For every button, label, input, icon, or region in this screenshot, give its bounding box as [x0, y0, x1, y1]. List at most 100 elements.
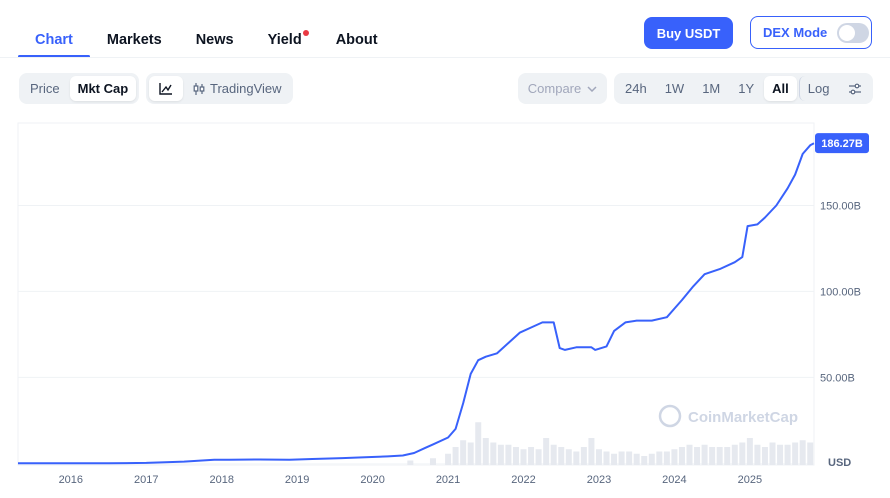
tab-label: Chart: [35, 32, 73, 48]
x-tick-label: 2019: [285, 474, 309, 486]
volume-bar: [490, 442, 497, 465]
volume-bar: [573, 451, 580, 465]
volume-bar: [505, 444, 512, 465]
volume-bar: [671, 449, 678, 465]
range-1w-button[interactable]: 1W: [664, 81, 685, 96]
metric-mkt-cap-button[interactable]: Mkt Cap: [69, 76, 137, 101]
volume-bar: [497, 444, 504, 465]
tab-about[interactable]: About: [319, 32, 395, 58]
volume-bar: [618, 451, 625, 465]
volume-bar: [611, 453, 618, 465]
watermark-text: CoinMarketCap: [688, 409, 798, 426]
chart-settings-button[interactable]: [840, 76, 870, 101]
volume-bar: [716, 447, 723, 465]
volume-bar: [603, 451, 610, 465]
volume-bar: [784, 444, 791, 465]
range-24h-button[interactable]: 24h: [625, 81, 647, 96]
coinmarketcap-logo-icon: [658, 404, 682, 428]
line-chart-icon: [159, 82, 172, 95]
line-chart-button[interactable]: [149, 76, 183, 101]
range-1y-button[interactable]: 1Y: [738, 81, 755, 96]
chart-svg[interactable]: 50.00B 100.00B 150.00B 2016 2017 2018 2019 2020…: [0, 120, 890, 498]
range-all-button[interactable]: All: [764, 76, 797, 101]
volume-bar: [769, 442, 776, 465]
volume-bar: [686, 444, 693, 465]
tradingview-button[interactable]: TradingView: [185, 76, 290, 101]
x-tick-label: 2017: [134, 474, 158, 486]
volume-bar: [656, 451, 663, 465]
tab-label: Markets: [106, 32, 162, 48]
range-1m-button[interactable]: 1M: [702, 81, 721, 96]
x-tick-label: 2018: [209, 474, 233, 486]
volume-bar: [709, 447, 716, 465]
x-tick-label: 2020: [360, 474, 384, 486]
tab-label: Yield: [267, 32, 302, 48]
sliders-icon: [848, 83, 861, 94]
volume-bar: [633, 453, 640, 465]
volume-bar: [475, 422, 482, 465]
log-scale-button[interactable]: Log: [798, 76, 838, 101]
x-tick-label: 2022: [511, 474, 535, 486]
volume-bar: [799, 440, 806, 465]
metric-selector: Price Mkt Cap: [19, 73, 140, 104]
volume-bar: [746, 438, 753, 465]
volume-bar: [550, 444, 557, 465]
tab-chart[interactable]: Chart: [18, 32, 90, 58]
volume-bar: [588, 438, 595, 465]
volume-bar: [429, 458, 436, 465]
metric-price-button[interactable]: Price: [30, 81, 60, 96]
volume-bar: [528, 447, 535, 465]
dex-mode-label: DEX Mode: [763, 25, 828, 40]
time-range-selector: 24h 1W 1M 1Y All Log: [614, 73, 873, 104]
volume-bar: [626, 451, 633, 465]
volume-bar: [694, 447, 701, 465]
buy-usdt-button[interactable]: Buy USDT: [644, 17, 733, 49]
x-tick-label: 2016: [59, 474, 83, 486]
tab-yield[interactable]: Yield: [251, 30, 319, 58]
tab-label: News: [195, 32, 234, 48]
volume-bar: [595, 449, 602, 465]
volume-bar: [663, 451, 670, 465]
y-tick-label: 50.00B: [820, 372, 855, 384]
volume-bar: [648, 453, 655, 465]
x-tick-label: 2024: [662, 474, 686, 486]
x-tick-label: 2021: [436, 474, 460, 486]
notification-dot: [302, 30, 309, 36]
plot-frame: [17, 122, 815, 466]
volume-bar: [641, 456, 648, 465]
volume-bar: [452, 447, 459, 465]
compare-label: Compare: [527, 81, 582, 96]
watermark: CoinMarketCap: [658, 404, 798, 428]
x-tick-label: 2023: [587, 474, 611, 486]
tab-news[interactable]: News: [179, 32, 251, 58]
current-value-label: 186.27B: [821, 138, 863, 150]
candlestick-icon: [193, 82, 205, 95]
y-tick-label: 150.00B: [820, 200, 861, 212]
volume-bar: [754, 444, 761, 465]
volume-bar: [535, 449, 542, 465]
volume-bar: [731, 444, 738, 465]
volume-bar: [565, 449, 572, 465]
dex-mode-toggle-button[interactable]: DEX Mode: [750, 16, 872, 49]
market-cap-chart[interactable]: 50.00B 100.00B 150.00B 2016 2017 2018 2019 2020…: [0, 120, 890, 498]
x-tick-label: 2025: [738, 474, 762, 486]
volume-bar: [792, 442, 799, 465]
volume-bar: [482, 438, 489, 465]
compare-dropdown[interactable]: Compare: [518, 73, 607, 104]
volume-bar: [580, 447, 587, 465]
tab-markets[interactable]: Markets: [90, 32, 179, 58]
top-nav: Chart Markets News Yield About: [18, 14, 395, 58]
volume-bar: [739, 442, 746, 465]
nav-divider: [0, 57, 890, 58]
volume-bar: [520, 449, 527, 465]
volume-bar: [460, 440, 467, 465]
chart-style-selector: TradingView: [146, 73, 293, 104]
dex-mode-switch[interactable]: [837, 22, 870, 43]
volume-bar: [445, 453, 452, 465]
volume-bar: [761, 447, 768, 465]
volume-bar: [678, 447, 685, 465]
currency-label: USD: [828, 457, 851, 469]
market-cap-line[interactable]: [18, 142, 815, 465]
volume-bar: [543, 438, 550, 465]
tab-label: About: [335, 32, 378, 48]
